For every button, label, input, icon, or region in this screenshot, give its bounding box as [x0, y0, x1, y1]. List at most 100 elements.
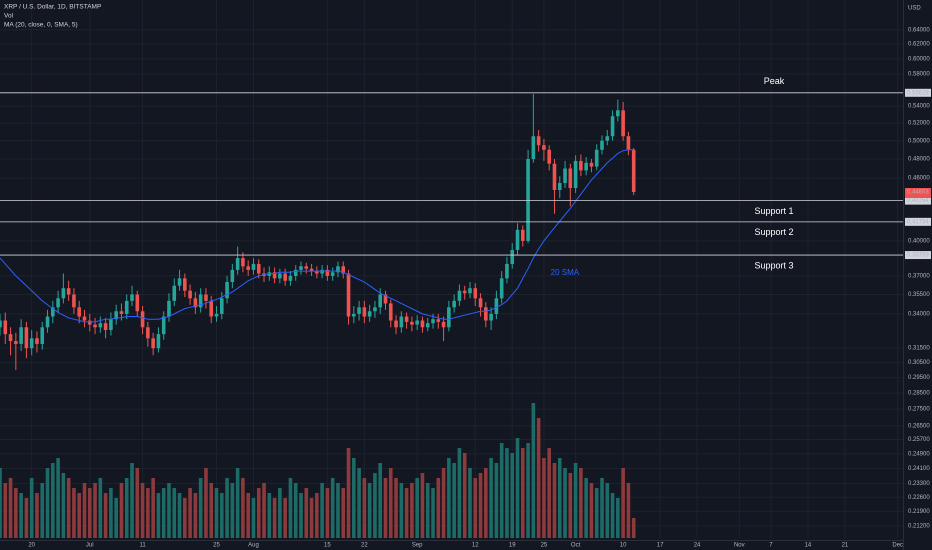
volume-bar [256, 488, 261, 538]
candle-body [214, 313, 219, 317]
candle-body [404, 316, 409, 322]
volume-bar [378, 463, 383, 538]
volume-bar [156, 493, 161, 538]
candle-body [552, 163, 557, 191]
volume-bar [172, 488, 177, 538]
x-tick-label: 25 [213, 543, 220, 549]
volume-bar [140, 483, 145, 538]
volume-bar [325, 488, 330, 538]
candle-body [82, 316, 87, 321]
volume-bar [515, 438, 520, 538]
volume-bar [262, 483, 266, 538]
candle-body [436, 319, 441, 322]
volume-bar [531, 403, 536, 538]
y-tick-label: 0.60000 [908, 56, 930, 62]
candle-body [510, 249, 515, 264]
candle-body [399, 316, 404, 328]
volume-bar [336, 483, 340, 538]
volume-bar [505, 448, 509, 538]
volume-bar [309, 498, 314, 538]
y-tick-label: 0.48000 [908, 157, 930, 163]
level-tag-label: 0.43754 [907, 198, 929, 204]
volume-bar [66, 478, 71, 538]
level-tag-label: 0.55629 [907, 90, 929, 96]
volume-bar [404, 488, 409, 538]
candle-body [457, 290, 462, 301]
x-tick-label: 10 [620, 543, 627, 549]
level-name: Support 1 [754, 206, 793, 216]
y-tick-label: 0.64000 [908, 27, 930, 33]
volume-bar [594, 488, 599, 538]
indicator-label: MA (20, close, 0, SMA, 5) [4, 22, 78, 29]
candle-body [77, 307, 82, 317]
volume-bar [441, 468, 446, 538]
candle-body [14, 341, 18, 344]
candle-body [204, 294, 208, 301]
candle-body [272, 272, 277, 279]
candle-body [388, 303, 393, 321]
candle-body [177, 278, 182, 286]
candle-body [209, 300, 214, 317]
candle-body [367, 311, 372, 317]
volume-bar [193, 493, 198, 538]
volume-bar [56, 458, 60, 538]
volume-bar [346, 448, 351, 538]
volume-bar [35, 493, 39, 538]
volume-bar [204, 468, 208, 538]
volume-bar [499, 443, 504, 538]
volume-bar [283, 498, 287, 538]
volume-bar [367, 483, 372, 538]
candle-body [378, 294, 383, 308]
candle-body [45, 316, 50, 328]
volume-bar [579, 468, 583, 538]
candle-body [56, 298, 60, 308]
x-tick-label: Sep [412, 543, 423, 549]
candle-body [594, 149, 599, 167]
level-tag [905, 217, 931, 226]
candle-body [383, 294, 388, 304]
candle-body [484, 307, 488, 321]
candle-body [241, 258, 245, 267]
y-tick-label: 0.62000 [908, 42, 930, 48]
candle-body [542, 145, 546, 150]
sma-annotation: 20 SMA [551, 268, 580, 277]
volume-bar [547, 448, 551, 538]
candle-body [172, 285, 177, 301]
volume-bar [251, 498, 256, 538]
volume-bar [584, 478, 588, 538]
candle-body [505, 263, 509, 279]
candle-body [161, 316, 166, 335]
candle-body [24, 327, 29, 349]
x-tick-label: 19 [509, 543, 516, 549]
x-tick-label: Nov [734, 543, 745, 549]
candle-body [0, 320, 2, 328]
volume-bar [304, 488, 309, 538]
x-tick-label: Jul [86, 543, 94, 549]
volume-bar [214, 488, 219, 538]
volume-bar [225, 478, 229, 538]
volume-bar [573, 463, 578, 538]
candle-body [119, 311, 124, 314]
candle-body [605, 136, 610, 141]
volume-bar [3, 483, 8, 538]
volume-bar [114, 498, 118, 538]
y-tick-label: 0.35500 [908, 292, 930, 298]
candle-body [431, 319, 435, 324]
candle-body [167, 300, 171, 317]
x-tick-label: 25 [541, 543, 548, 549]
y-tick-label: 0.34000 [908, 311, 930, 317]
volume-bar [151, 478, 155, 538]
level-tag [905, 251, 931, 260]
y-tick-label: 0.26500 [908, 423, 930, 429]
candle-body [188, 290, 192, 299]
candles [0, 93, 636, 371]
y-tick-label: 0.31500 [908, 346, 930, 352]
grid [0, 0, 903, 538]
x-tick-label: 15 [324, 543, 331, 549]
candle-body [103, 323, 108, 331]
candle-body [283, 273, 287, 281]
candle-body [51, 307, 55, 317]
volume-bar [320, 483, 324, 538]
candle-body [251, 263, 256, 270]
candle-body [352, 313, 356, 317]
